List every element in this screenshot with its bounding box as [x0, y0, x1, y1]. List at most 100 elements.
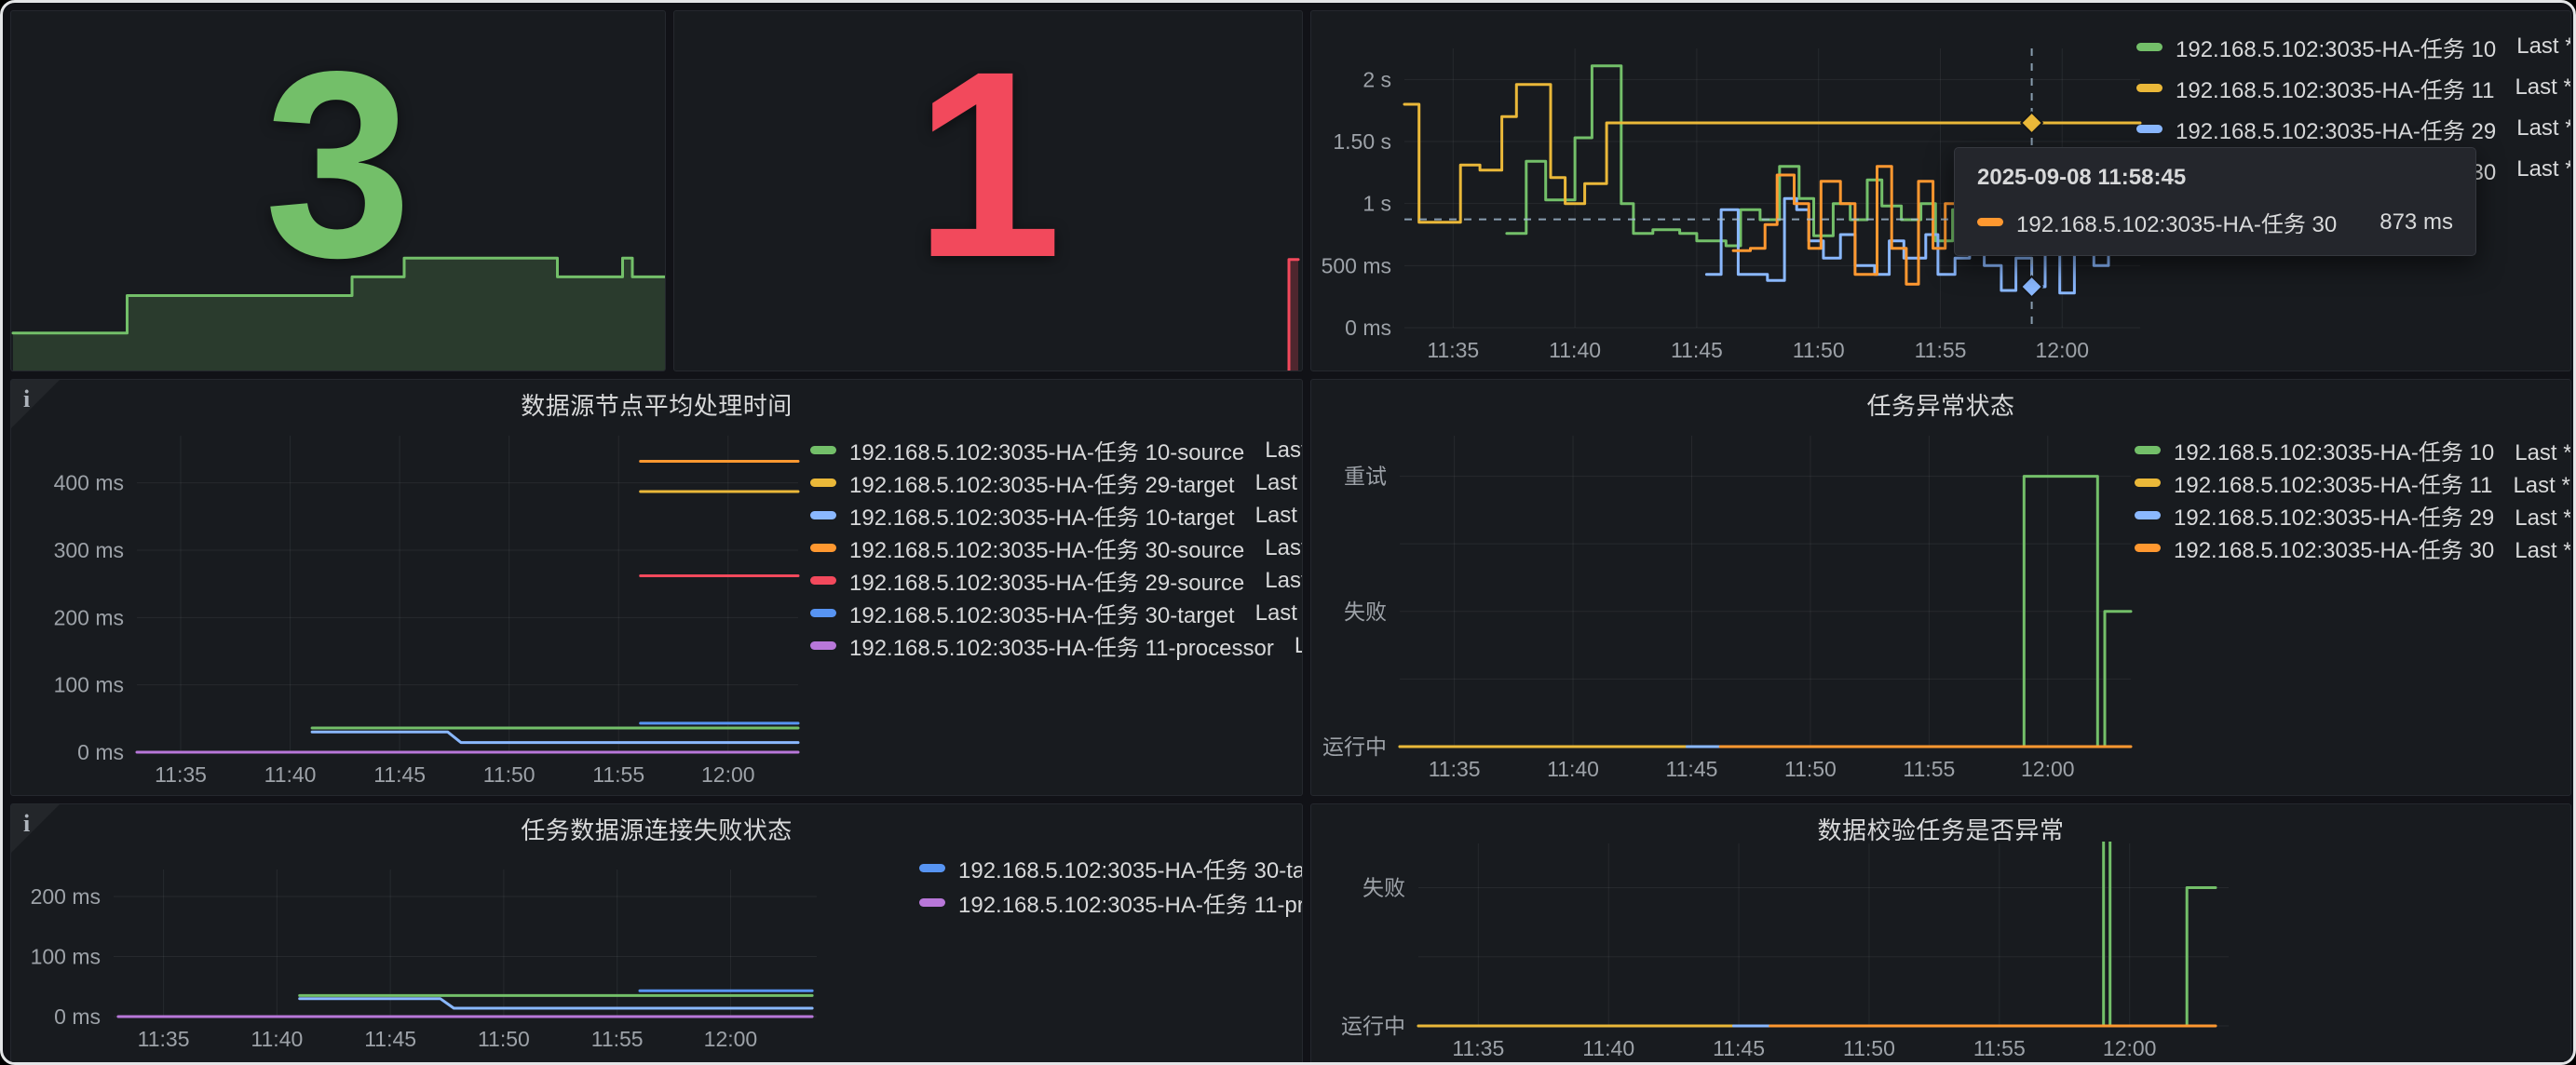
legend-item[interactable]: 192.168.5.102:3035-HA-任务 29Last *: 运行中	[2135, 499, 2561, 532]
tooltip-series-value: 873 ms	[2379, 209, 2453, 236]
svg-text:12:00: 12:00	[704, 1027, 758, 1051]
svg-text:11:40: 11:40	[264, 762, 317, 787]
svg-text:11:40: 11:40	[1582, 1036, 1634, 1060]
panel-title[interactable]: 任务异常状态	[1311, 387, 2570, 422]
legend-swatch	[810, 609, 836, 617]
info-icon[interactable]: i	[23, 385, 30, 413]
legend-swatch	[810, 446, 836, 454]
panel-title[interactable]: 数据源节点平均处理时间	[11, 387, 1302, 422]
svg-text:11:35: 11:35	[1452, 1036, 1504, 1060]
svg-text:200 ms: 200 ms	[31, 884, 101, 909]
legend-swatch	[810, 544, 836, 552]
svg-text:11:40: 11:40	[1547, 757, 1599, 781]
svg-text:0 ms: 0 ms	[1345, 316, 1391, 340]
legend-swatch	[810, 479, 836, 487]
legend-value: Last *: 失败	[2494, 434, 2571, 466]
legend-value: Last *: 387 ms	[1235, 470, 1303, 496]
legend-item[interactable]: 192.168.5.102:3035-HA-任务 30-targetLast *…	[810, 597, 1293, 629]
svg-text:0 ms: 0 ms	[54, 1004, 101, 1029]
stat-panel-abnormal-tasks: 1	[673, 10, 1303, 371]
svg-text:500 ms: 500 ms	[1322, 253, 1391, 277]
legend-label: 192.168.5.102:3035-HA-任务 29	[2174, 499, 2494, 532]
svg-text:11:45: 11:45	[1671, 338, 1723, 362]
legend-item[interactable]: 192.168.5.102:3035-HA-任务 29-targetLast *…	[810, 466, 1293, 499]
panel-title[interactable]: 任务数据源连接失败状态	[11, 812, 1302, 846]
legend-value: Last *: 643 ms	[2496, 156, 2571, 182]
legend-label: 192.168.5.102:3035-HA-任务 11	[2174, 466, 2492, 499]
svg-text:2 s: 2 s	[1363, 67, 1391, 91]
datasource-connect-fail-legend: 192.168.5.102:3035-HA-任务 30-targetLast *…	[919, 851, 1299, 920]
legend-value: Last *: 43 ms	[1235, 600, 1303, 627]
svg-text:11:35: 11:35	[1429, 757, 1481, 781]
info-icon[interactable]: i	[23, 810, 30, 838]
svg-text:1.50 s: 1.50 s	[1333, 129, 1391, 154]
legend-item[interactable]: 192.168.5.102:3035-HA-任务 10Last *: 1.19 …	[2136, 26, 2557, 67]
svg-text:400 ms: 400 ms	[54, 471, 124, 495]
task-abnormal-state-panel: 任务异常状态 11:3511:4011:4511:5011:5512:00运行中…	[1310, 379, 2571, 796]
svg-text:失败: 失败	[1363, 876, 1405, 900]
svg-text:11:55: 11:55	[1973, 1036, 2026, 1060]
legend-swatch	[919, 864, 945, 872]
panel-info-corner[interactable]	[11, 804, 60, 853]
svg-text:11:40: 11:40	[251, 1027, 303, 1051]
legend-item[interactable]: 192.168.5.102:3035-HA-任务 11-processorLas…	[919, 885, 1299, 920]
panel-info-corner[interactable]	[11, 380, 60, 428]
legend-swatch	[810, 511, 836, 519]
tooltip: 2025-09-08 11:58:45 192.168.5.102:3035-H…	[1954, 147, 2476, 256]
legend-label: 192.168.5.102:3035-HA-任务 30-target	[958, 852, 1303, 884]
panel-title[interactable]: 数据校验任务是否异常	[1311, 812, 2570, 846]
svg-text:失败: 失败	[1344, 600, 1387, 624]
legend-label: 192.168.5.102:3035-HA-任务 29-target	[849, 466, 1235, 499]
legend-item[interactable]: 192.168.5.102:3035-HA-任务 30-targetLast *…	[919, 851, 1299, 885]
legend-value: Last *: 1.65 s	[2494, 74, 2571, 101]
legend-swatch	[2136, 84, 2162, 92]
legend-value: Last *: 35.9 ms	[1244, 438, 1303, 464]
stat-panel-running-tasks: 3	[10, 10, 666, 371]
legend-value: Last *: 1.05 s	[2496, 115, 2571, 142]
legend-value: Last *: 14.4 ms	[1235, 503, 1303, 529]
legend-item[interactable]: 192.168.5.102:3035-HA-任务 11Last *: 运行中	[2135, 466, 2561, 499]
legend-item[interactable]: 192.168.5.102:3035-HA-任务 10Last *: 失败	[2135, 434, 2561, 466]
legend-value: Last *: 1.19 s	[2496, 34, 2571, 60]
legend-label: 192.168.5.102:3035-HA-任务 10-target	[849, 499, 1235, 532]
legend-label: 192.168.5.102:3035-HA-任务 10	[2174, 434, 2494, 466]
legend-swatch	[2135, 446, 2161, 454]
legend-swatch	[2135, 479, 2161, 487]
dashboard: 3 1 11:35 11:40 11:45 11:50 11:55 12:00 0 ms 50…	[0, 0, 2576, 1065]
legend-item[interactable]: 192.168.5.102:3035-HA-任务 10-sourceLast *…	[810, 434, 1293, 466]
svg-text:12:00: 12:00	[2021, 757, 2075, 781]
svg-text:12:00: 12:00	[701, 762, 755, 787]
legend-item[interactable]: 192.168.5.102:3035-HA-任务 29Last *: 1.05 …	[2136, 108, 2557, 149]
legend-item[interactable]: 192.168.5.102:3035-HA-任务 30-sourceLast *…	[810, 532, 1293, 564]
legend-item[interactable]: 192.168.5.102:3035-HA-任务 11-processorLas…	[810, 629, 1293, 662]
svg-text:运行中: 运行中	[1341, 1014, 1405, 1038]
svg-text:11:40: 11:40	[1549, 338, 1601, 362]
legend-value: Last *: 432 ms	[1244, 535, 1303, 561]
svg-text:11:45: 11:45	[373, 762, 426, 787]
legend-item[interactable]: 192.168.5.102:3035-HA-任务 29-sourceLast *…	[810, 564, 1293, 597]
svg-text:11:45: 11:45	[1666, 757, 1718, 781]
tooltip-series-name: 192.168.5.102:3035-HA-任务 30	[2016, 206, 2337, 238]
svg-text:11:35: 11:35	[1427, 338, 1479, 362]
legend-item[interactable]: 192.168.5.102:3035-HA-任务 30Last *: 运行中	[2135, 532, 2561, 564]
tooltip-timestamp: 2025-09-08 11:58:45	[1977, 165, 2453, 191]
legend-label: 192.168.5.102:3035-HA-任务 29	[2176, 113, 2496, 145]
svg-text:300 ms: 300 ms	[54, 538, 124, 562]
datasource-node-avg-time-panel: i 数据源节点平均处理时间 11:3511:4011:4511:5011:551…	[10, 379, 1303, 796]
svg-text:11:55: 11:55	[591, 1027, 644, 1051]
legend-swatch	[2135, 511, 2161, 519]
legend-label: 192.168.5.102:3035-HA-任务 30-source	[849, 532, 1244, 564]
svg-text:11:50: 11:50	[1793, 338, 1845, 362]
legend-swatch	[2136, 43, 2162, 51]
legend-item[interactable]: 192.168.5.102:3035-HA-任务 11Last *: 1.65 …	[2136, 67, 2557, 108]
svg-text:12:00: 12:00	[2103, 1036, 2157, 1060]
svg-text:100 ms: 100 ms	[31, 945, 101, 969]
task-abnormal-state-legend: 192.168.5.102:3035-HA-任务 10Last *: 失败192…	[2135, 434, 2561, 564]
legend-label: 192.168.5.102:3035-HA-任务 30-target	[849, 597, 1235, 629]
svg-text:运行中: 运行中	[1322, 735, 1387, 759]
svg-text:11:35: 11:35	[138, 1027, 190, 1051]
legend-label: 192.168.5.102:3035-HA-任务 11-processor	[849, 629, 1274, 662]
data-verify-abnormal-panel: 数据校验任务是否异常 11:3511:4011:4511:5011:5512:0…	[1310, 803, 2571, 1065]
legend-swatch	[810, 576, 836, 585]
legend-item[interactable]: 192.168.5.102:3035-HA-任务 10-targetLast *…	[810, 499, 1293, 532]
